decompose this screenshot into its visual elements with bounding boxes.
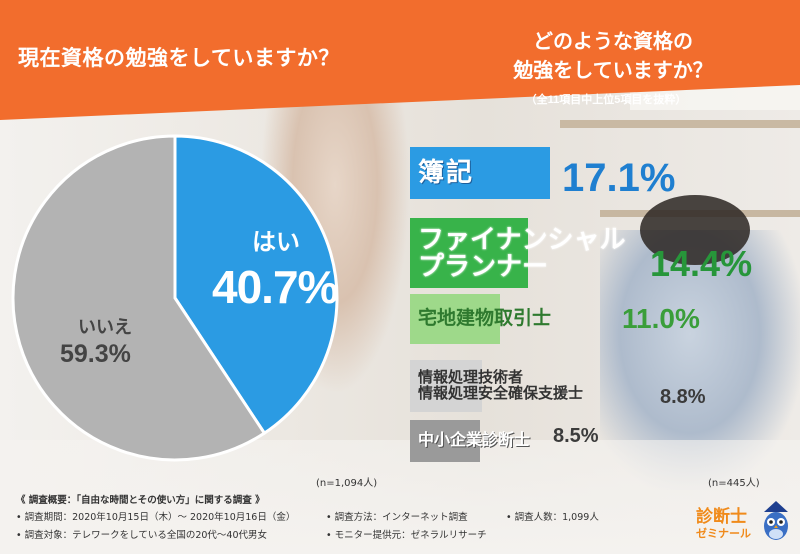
bar-label: 中小企業診断士: [418, 431, 531, 449]
pie-title: 現在資格の勉強をしていますか？: [18, 47, 340, 70]
owl-mascot-icon: [764, 501, 788, 540]
bar-fill: [410, 218, 528, 288]
survey-people: • 調査人数：1,099人: [506, 512, 599, 523]
bar-title-line: 勉強をしていますか？: [513, 60, 713, 82]
logo-subtext: ゼミナール: [696, 528, 751, 540]
bar-fill: [410, 420, 480, 462]
brand-logo: 診断士 ゼミナール: [694, 500, 794, 548]
bar-label: ファイナンシャル プランナー: [418, 223, 626, 281]
background-table: [0, 440, 800, 554]
pie-label-no: いいえ: [78, 317, 132, 337]
pie-value-yes: 40.7%: [212, 261, 338, 313]
bar-label: 簿記: [418, 157, 475, 188]
background-person-hair: [640, 195, 750, 265]
bar-item: 宅地建物取引士: [410, 294, 551, 344]
survey-header: 《 調査概要：「自由な時間とその使い方」に関する調査 》: [16, 495, 265, 506]
survey-period: • 調査期間：2020年10月15日（木）～ 2020年10月16日（金）: [16, 512, 296, 523]
survey-method: • 調査方法：インターネット調査: [326, 512, 468, 523]
bar-fill: [410, 147, 550, 199]
background-shelf: [560, 120, 800, 128]
bar-item: 簿記: [410, 147, 550, 199]
bar-value: 11.0%: [622, 303, 700, 334]
title-banner-shape: [0, 0, 800, 120]
survey-overview: 《 調査概要：「自由な時間とその使い方」に関する調査 》 • 調査期間：2020…: [8, 487, 688, 549]
bar-item: 中小企業診断士: [410, 420, 530, 462]
bar-fill: [410, 294, 500, 344]
bar-sample-size: (n=445人): [708, 478, 760, 489]
bar-value: 17.1%: [562, 156, 676, 200]
bar-item: ファイナンシャル プランナー: [410, 218, 625, 288]
pie-label-yes: はい: [252, 229, 300, 256]
survey-target: • 調査対象：テレワークをしている全国の20代～40代男女: [16, 530, 268, 541]
logo-text: 診断士: [696, 507, 747, 526]
pie-sample-size: (n=1,094人): [316, 478, 378, 489]
bar-title-line: どのような資格の: [533, 31, 693, 53]
bar-item: 情報処理技術者 情報処理安全確保支援士: [410, 360, 583, 412]
bar-fill: [410, 360, 482, 412]
bar-subtitle: （全11項目中上位5項目を抜粋）: [525, 94, 687, 106]
bar-value: 8.8%: [660, 386, 706, 408]
pie-value-no: 59.3%: [60, 340, 131, 368]
bar-value: 14.4%: [650, 243, 753, 284]
bar-label: 宅地建物取引士: [418, 308, 552, 330]
survey-monitor: • モニター提供元：ゼネラルリサーチ: [326, 530, 487, 541]
pie-slice-no: [11, 134, 267, 462]
bar-label: 情報処理技術者 情報処理安全確保支援士: [418, 369, 584, 402]
bar-title: どのような資格の 勉強をしていますか？: [498, 28, 728, 86]
bar-value: 8.5%: [553, 425, 599, 447]
